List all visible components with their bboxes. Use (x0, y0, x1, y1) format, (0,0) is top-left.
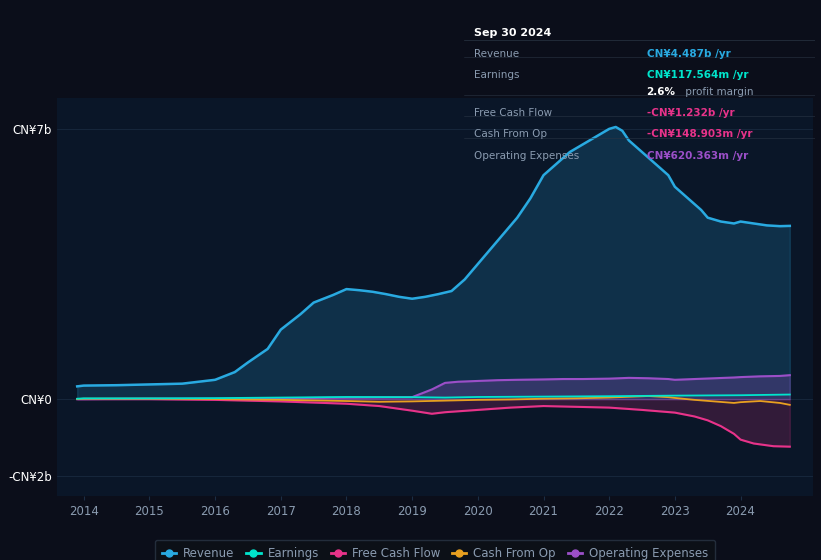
Text: Earnings: Earnings (475, 70, 520, 80)
Text: 2.6%: 2.6% (647, 87, 676, 97)
Text: Sep 30 2024: Sep 30 2024 (475, 27, 552, 38)
Text: CN¥117.564m /yr: CN¥117.564m /yr (647, 70, 748, 80)
Text: -CN¥148.903m /yr: -CN¥148.903m /yr (647, 129, 752, 139)
Text: Operating Expenses: Operating Expenses (475, 151, 580, 161)
Text: CN¥620.363m /yr: CN¥620.363m /yr (647, 151, 748, 161)
Text: -CN¥1.232b /yr: -CN¥1.232b /yr (647, 108, 734, 118)
Text: Free Cash Flow: Free Cash Flow (475, 108, 553, 118)
Text: Revenue: Revenue (475, 49, 520, 59)
Text: Cash From Op: Cash From Op (475, 129, 548, 139)
Legend: Revenue, Earnings, Free Cash Flow, Cash From Op, Operating Expenses: Revenue, Earnings, Free Cash Flow, Cash … (155, 540, 715, 560)
Text: CN¥4.487b /yr: CN¥4.487b /yr (647, 49, 731, 59)
Text: profit margin: profit margin (681, 87, 753, 97)
